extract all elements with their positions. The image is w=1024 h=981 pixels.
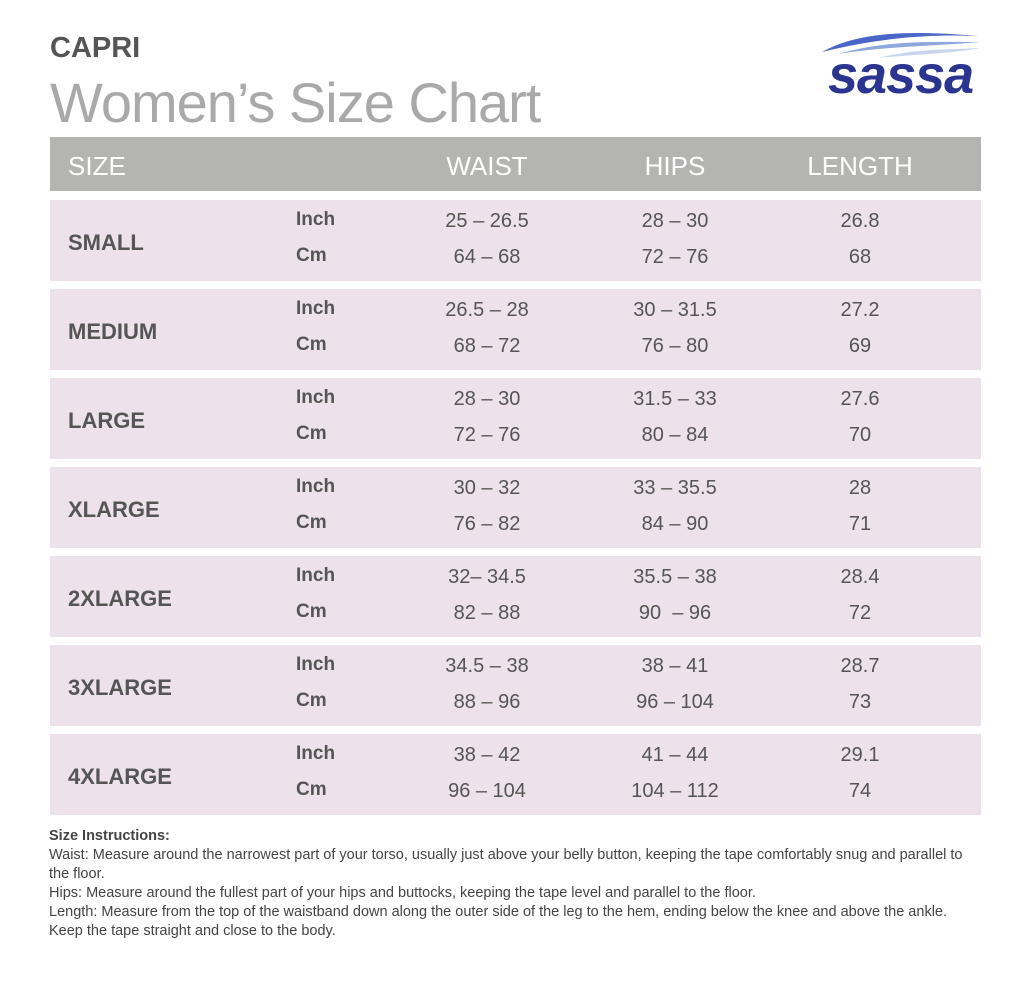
cell-value: 76 – 82: [453, 513, 521, 535]
size-label: XLARGE: [68, 497, 160, 522]
size-row: [50, 556, 981, 637]
cell-value: 72 – 76: [453, 424, 521, 446]
size-label: 4XLARGE: [68, 764, 172, 789]
cell-value: 71: [848, 513, 872, 535]
unit-label: Cm: [296, 690, 327, 711]
instructions: Size Instructions: Waist: Measure around…: [49, 827, 969, 941]
cell-value: 82 – 88: [453, 602, 521, 624]
header-bar: [50, 137, 981, 191]
cell-value: 80 – 84: [641, 424, 709, 446]
cell-value: 68: [848, 246, 872, 268]
cell-value: 96 – 104: [448, 780, 526, 802]
unit-label: Inch: [296, 565, 336, 586]
cell-value: 33 – 35.5: [633, 477, 717, 499]
cell-value: 104 – 112: [631, 780, 719, 802]
cell-value: 72: [848, 602, 872, 624]
size-row: [50, 645, 981, 726]
cell-value: 26.5 – 28: [445, 299, 529, 321]
instructions-heading: Size Instructions:: [49, 828, 170, 844]
instruction-text: Waist: Measure around the narrowest part…: [49, 847, 963, 882]
cell-value: 29.1: [840, 744, 880, 766]
unit-label: Inch: [296, 743, 336, 764]
size-row: [50, 467, 981, 548]
cell-value: 27.6: [840, 388, 880, 410]
unit-label: Cm: [296, 512, 327, 533]
unit-label: Inch: [296, 387, 336, 408]
cell-value: 28.7: [840, 655, 880, 677]
title: Women’s Size Chart: [50, 71, 541, 134]
cell-value: 72 – 76: [641, 246, 709, 268]
cell-value: 70: [848, 424, 872, 446]
instruction-text: Hips: Measure around the fullest part of…: [49, 885, 756, 901]
size-label: 2XLARGE: [68, 586, 172, 611]
cell-value: 30 – 32: [453, 477, 521, 499]
logo: sassa: [828, 45, 974, 105]
cell-value: 90 – 96: [638, 602, 712, 624]
cell-value: 38 – 42: [453, 744, 521, 766]
unit-label: Cm: [296, 601, 327, 622]
cell-value: 27.2: [840, 299, 880, 321]
size-row: [50, 289, 981, 370]
cell-value: 35.5 – 38: [633, 566, 717, 588]
logo-waves: [822, 33, 980, 58]
cell-value: 64 – 68: [453, 246, 521, 268]
cell-value: 32– 34.5: [448, 566, 526, 588]
column-header: HIPS: [644, 151, 706, 181]
size-row: [50, 378, 981, 459]
unit-label: Inch: [296, 298, 336, 319]
cell-value: 25 – 26.5: [445, 210, 529, 232]
unit-label: Cm: [296, 779, 327, 800]
cell-value: 28 – 30: [453, 388, 521, 410]
cell-value: 26.8: [840, 210, 880, 232]
unit-label: Inch: [296, 476, 336, 497]
unit-label: Cm: [296, 423, 327, 444]
column-header: LENGTH: [807, 151, 913, 181]
cell-value: 73: [848, 691, 872, 713]
unit-label: Inch: [296, 209, 336, 230]
size-label: MEDIUM: [68, 319, 158, 344]
cell-value: 28.4: [840, 566, 880, 588]
cell-value: 38 – 41: [641, 655, 709, 677]
size-label: 3XLARGE: [68, 675, 172, 700]
size-row: [50, 734, 981, 815]
cell-value: 28: [848, 477, 872, 499]
size-label: SMALL: [68, 230, 144, 255]
cell-value: 41 – 44: [641, 744, 709, 766]
cell-value: 28 – 30: [641, 210, 709, 232]
cell-value: 88 – 96: [453, 691, 521, 713]
cell-value: 74: [848, 780, 872, 802]
subtitle: CAPRI: [50, 32, 141, 64]
cell-value: 30 – 31.5: [633, 299, 717, 321]
unit-label: Inch: [296, 654, 336, 675]
cell-value: 31.5 – 33: [633, 388, 717, 410]
size-row: [50, 200, 981, 281]
column-header: WAIST: [446, 151, 528, 181]
cell-value: 76 – 80: [641, 335, 709, 357]
cell-value: 68 – 72: [453, 335, 521, 357]
instruction-text: Length: Measure from the top of the wais…: [49, 904, 948, 939]
unit-label: Cm: [296, 334, 327, 355]
column-header: SIZE: [68, 151, 126, 181]
cell-value: 69: [848, 335, 872, 357]
size-label: LARGE: [68, 408, 145, 433]
cell-value: 84 – 90: [641, 513, 709, 535]
cell-value: 34.5 – 38: [445, 655, 529, 677]
cell-value: 96 – 104: [636, 691, 714, 713]
unit-label: Cm: [296, 245, 327, 266]
